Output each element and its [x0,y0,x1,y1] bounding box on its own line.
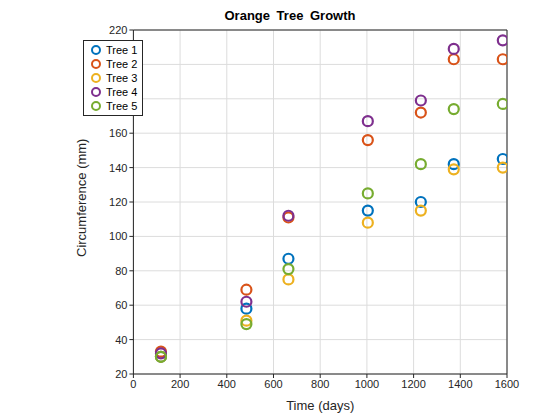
svg-text:Circumference (mm): Circumference (mm) [74,139,89,257]
svg-text:1000: 1000 [355,378,379,390]
svg-text:140: 140 [109,162,127,174]
svg-text:40: 40 [115,334,127,346]
svg-text:100: 100 [109,230,127,242]
svg-text:1400: 1400 [448,378,472,390]
svg-text:1600: 1600 [495,378,519,390]
svg-text:60: 60 [115,299,127,311]
svg-text:1200: 1200 [401,378,425,390]
svg-text:600: 600 [264,378,282,390]
svg-text:0: 0 [130,378,136,390]
svg-text:120: 120 [109,196,127,208]
svg-text:400: 400 [218,378,236,390]
svg-text:20: 20 [115,368,127,380]
svg-text:160: 160 [109,127,127,139]
svg-text:800: 800 [311,378,329,390]
svg-text:220: 220 [109,24,127,36]
svg-text:Time (days): Time (days) [286,398,354,413]
svg-text:180: 180 [109,93,127,105]
svg-text:200: 200 [109,58,127,70]
svg-text:200: 200 [171,378,189,390]
svg-text:80: 80 [115,265,127,277]
